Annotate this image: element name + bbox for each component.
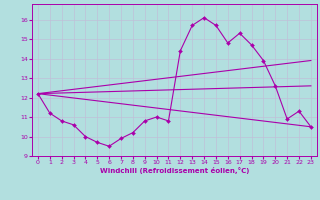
X-axis label: Windchill (Refroidissement éolien,°C): Windchill (Refroidissement éolien,°C) (100, 167, 249, 174)
